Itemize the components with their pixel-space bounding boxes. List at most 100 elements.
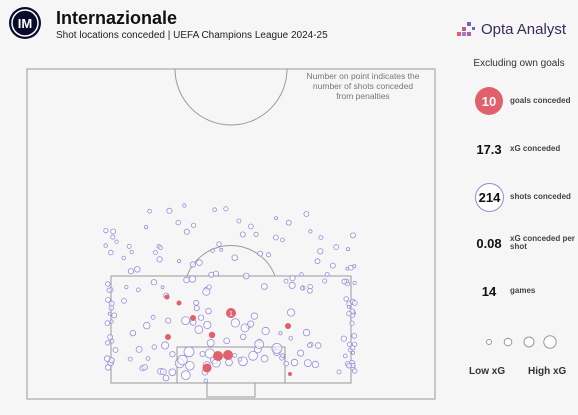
shot-point — [103, 228, 109, 234]
shot-point — [302, 328, 311, 337]
shot-point — [112, 347, 119, 353]
stat-value: 10 — [475, 87, 503, 115]
shot-point — [314, 258, 321, 265]
stat-value: 0.08 — [476, 235, 502, 251]
shot-point — [257, 250, 264, 257]
shot-point — [350, 350, 355, 355]
shot-point — [126, 243, 132, 249]
shot-point — [203, 320, 212, 329]
shot-point — [236, 218, 242, 224]
shot-point — [147, 208, 152, 214]
stat-value: 14 — [481, 283, 497, 299]
goal-point — [165, 334, 171, 340]
shot-point — [107, 334, 114, 341]
shot-point — [106, 287, 112, 293]
goal-point — [190, 315, 196, 321]
stat-shots-conceded: 214 shots conceded — [460, 182, 578, 216]
shot-point — [165, 317, 172, 324]
shot-point — [205, 307, 212, 315]
goal-point — [176, 300, 182, 306]
stat-xg-per-shot: 0.08 xG conceded per shot — [460, 228, 578, 262]
goal — [206, 382, 256, 398]
shot-point — [191, 222, 197, 228]
stat-label: xG conceded per shot — [510, 233, 575, 251]
shot-point — [158, 245, 163, 250]
shot-point — [208, 271, 215, 278]
shot-point — [175, 219, 181, 226]
shot-point — [177, 354, 188, 366]
shot-point — [350, 345, 356, 351]
club-crest-icon: IM — [9, 7, 41, 39]
pitch-outline — [26, 68, 436, 400]
shot-point — [223, 206, 229, 212]
shot-point — [105, 364, 112, 371]
shot-point — [156, 256, 163, 263]
shot-point — [342, 353, 348, 359]
shot-point — [274, 216, 279, 221]
shot-point — [127, 268, 134, 275]
shot-point — [223, 337, 231, 345]
shot-point — [127, 356, 133, 362]
shot-point — [303, 359, 312, 368]
shot-point — [198, 314, 205, 321]
shot-point — [196, 259, 203, 266]
shot-point — [108, 300, 115, 307]
shot-point — [114, 239, 119, 244]
goal-point — [164, 294, 170, 300]
shot-point — [341, 278, 348, 285]
shot-point — [216, 241, 222, 247]
shot-point — [169, 351, 176, 358]
center-circle — [174, 68, 288, 126]
legend-high-label: High xG — [528, 366, 567, 377]
stat-label: xG conceded — [510, 143, 561, 153]
shot-point — [230, 318, 240, 328]
shot-point — [352, 264, 357, 269]
shot-point — [308, 229, 313, 234]
shot-point — [225, 358, 233, 367]
shot-point — [286, 308, 295, 317]
shot-point — [150, 279, 157, 286]
shot-point — [193, 305, 200, 312]
shot-point — [150, 314, 156, 320]
shot-point — [202, 287, 211, 296]
shot-point — [110, 228, 117, 235]
goal-point — [213, 351, 223, 361]
shot-point — [206, 339, 215, 347]
shot-point — [288, 281, 296, 289]
shot-point — [232, 353, 237, 358]
shot-point — [161, 341, 170, 350]
shot-point — [185, 361, 195, 371]
shot-point — [145, 356, 151, 361]
shot-point — [109, 319, 114, 324]
stat-value: 17.3 — [476, 141, 502, 157]
shot-point — [203, 378, 209, 383]
shot-point — [283, 278, 289, 284]
pitch-lines — [26, 68, 436, 400]
note-line-1: Number on point indicates the — [307, 71, 420, 81]
shot-point — [261, 326, 270, 336]
shot-point — [210, 248, 215, 253]
goal-point — [208, 331, 216, 339]
stat-label: goals conceded — [510, 95, 571, 105]
shot-point — [340, 335, 347, 342]
brand-name: Opta Analyst — [480, 20, 566, 38]
shot-point — [272, 234, 279, 241]
shot-point — [343, 296, 349, 302]
shot-point — [250, 312, 258, 320]
stats-heading: Excluding own goals — [473, 58, 565, 69]
stat-label: shots conceded — [510, 191, 571, 201]
shot-point — [285, 219, 292, 226]
shot-point — [329, 262, 336, 269]
shot-point — [188, 275, 197, 283]
shot-point — [151, 344, 157, 350]
page-title: Internazionale — [56, 8, 178, 28]
shot-point — [311, 360, 319, 368]
shot-point — [134, 266, 141, 273]
page-subtitle: Shot locations conceded | UEFA Champions… — [56, 30, 328, 41]
shot-point — [351, 300, 358, 306]
shot-point — [322, 278, 328, 284]
shot-point — [318, 235, 324, 241]
shot-point — [346, 311, 352, 317]
shot-point — [160, 368, 167, 376]
shot-map: Number on point indicates the number of … — [26, 68, 436, 400]
